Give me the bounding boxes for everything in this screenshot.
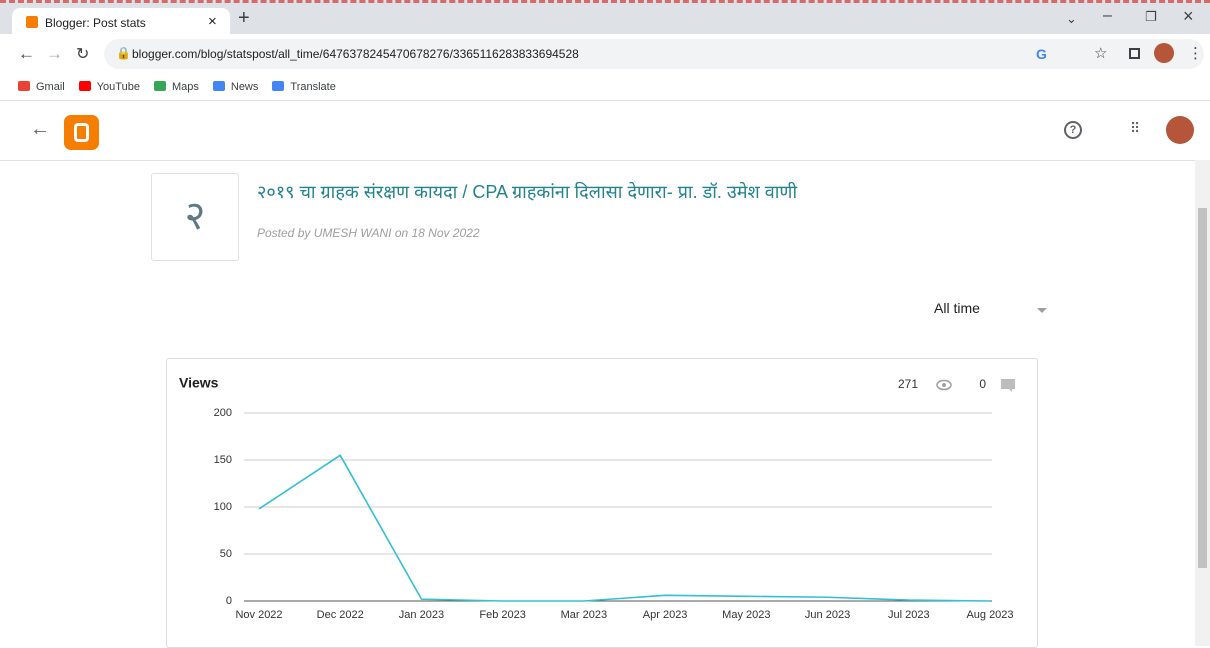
new-tab[interactable]: + bbox=[238, 7, 250, 29]
x-tick-label: Nov 2022 bbox=[235, 609, 282, 621]
toolbar: ← → ↻ 🔒 blogger.com/blog/statspost/all_t… bbox=[0, 34, 1210, 76]
tab-strip: Blogger: Post stats × + ⌄ – ❐ × bbox=[0, 0, 1210, 37]
bookmark-icon bbox=[272, 81, 285, 91]
bookmark-icon bbox=[153, 81, 166, 91]
bookmark-label: Gmail bbox=[36, 81, 65, 93]
forward[interactable]: → bbox=[46, 44, 63, 63]
y-tick-label: 150 bbox=[214, 454, 232, 466]
bookmark[interactable]: Gmail bbox=[18, 81, 65, 93]
apps[interactable]: ⠿ bbox=[1130, 120, 1140, 136]
google-icon[interactable]: G bbox=[1036, 46, 1047, 62]
x-tick-label: Jul 2023 bbox=[888, 609, 930, 621]
y-tick-label: 100 bbox=[214, 501, 232, 513]
restore[interactable]: ❐ bbox=[1145, 9, 1157, 24]
post-title[interactable]: २०१९ चा ग्राहक संरक्षण कायदा / CPA ग्राह… bbox=[257, 182, 798, 202]
bookmark-star[interactable]: ☆ bbox=[1094, 45, 1108, 62]
favicon bbox=[26, 16, 38, 28]
tab-title: Blogger: Post stats bbox=[45, 16, 146, 30]
x-tick-label: Jun 2023 bbox=[805, 609, 850, 621]
bookmark-icon bbox=[212, 81, 225, 91]
x-tick-label: May 2023 bbox=[722, 609, 770, 621]
bookmark-label: YouTube bbox=[96, 81, 140, 93]
chart-title: Views bbox=[179, 375, 219, 391]
bookmark-label: News bbox=[230, 81, 259, 93]
tab-search[interactable]: ⌄ bbox=[1066, 11, 1077, 26]
bookmark[interactable]: Maps bbox=[153, 81, 199, 93]
bookmark[interactable]: Translate bbox=[272, 81, 336, 93]
range-label: All time bbox=[934, 300, 980, 316]
scrollbar[interactable] bbox=[1195, 160, 1210, 646]
lock: 🔒 bbox=[116, 46, 131, 60]
dropdown-arrow[interactable] bbox=[1037, 308, 1047, 313]
x-tick-label: Jan 2023 bbox=[399, 609, 444, 621]
x-tick-label: Dec 2022 bbox=[317, 609, 364, 621]
blogger-logo[interactable] bbox=[64, 115, 99, 150]
bookmark[interactable]: News bbox=[212, 81, 259, 93]
total-comments: 0 bbox=[979, 377, 986, 391]
bookmark[interactable]: YouTube bbox=[78, 81, 140, 93]
x-tick-label: Mar 2023 bbox=[561, 609, 607, 621]
y-tick-label: 50 bbox=[220, 548, 232, 560]
minimize[interactable]: – bbox=[1103, 7, 1112, 24]
blogger-header: ← ? ⠿ bbox=[0, 100, 1195, 161]
y-tick-label: 0 bbox=[226, 595, 232, 607]
profile[interactable] bbox=[1154, 43, 1174, 63]
post-byline: Posted by UMESH WANI on 18 Nov 2022 bbox=[257, 226, 480, 240]
bookmark-label: Translate bbox=[290, 81, 336, 93]
scroll-thumb[interactable] bbox=[1198, 208, 1207, 568]
comment-icon bbox=[1001, 379, 1015, 392]
close[interactable]: × bbox=[1183, 6, 1194, 26]
tab-close[interactable]: × bbox=[208, 13, 217, 30]
y-tick-label: 200 bbox=[214, 407, 232, 419]
help[interactable]: ? bbox=[1064, 121, 1082, 139]
tab[interactable]: Blogger: Post stats × bbox=[12, 8, 230, 37]
reload[interactable]: ↻ bbox=[76, 46, 90, 63]
post-thumbnail: २ bbox=[151, 173, 239, 261]
x-tick-label: Aug 2023 bbox=[966, 609, 1013, 621]
address-bar[interactable]: 🔒 blogger.com/blog/statspost/all_time/64… bbox=[104, 39, 1204, 69]
total-views: 271 bbox=[898, 377, 918, 391]
bookmark-icon bbox=[18, 81, 30, 91]
x-tick-label: Apr 2023 bbox=[643, 609, 688, 621]
bookmark-label: Maps bbox=[171, 81, 199, 93]
back[interactable]: ← bbox=[18, 44, 35, 63]
views-line bbox=[258, 454, 991, 602]
bookmark-icon bbox=[78, 81, 91, 91]
url: blogger.com/blog/statspost/all_time/6476… bbox=[132, 47, 579, 61]
avatar[interactable] bbox=[1166, 116, 1194, 144]
side-panel[interactable] bbox=[1129, 48, 1140, 59]
eye-icon bbox=[936, 379, 952, 391]
range-selector[interactable]: All time bbox=[934, 300, 980, 316]
x-tick-label: Feb 2023 bbox=[479, 609, 525, 621]
menu[interactable]: ⋮ bbox=[1188, 45, 1203, 62]
bookmarks-bar: Gmail YouTube Maps News Translate bbox=[0, 76, 1210, 101]
back-arrow[interactable]: ← bbox=[30, 118, 50, 140]
